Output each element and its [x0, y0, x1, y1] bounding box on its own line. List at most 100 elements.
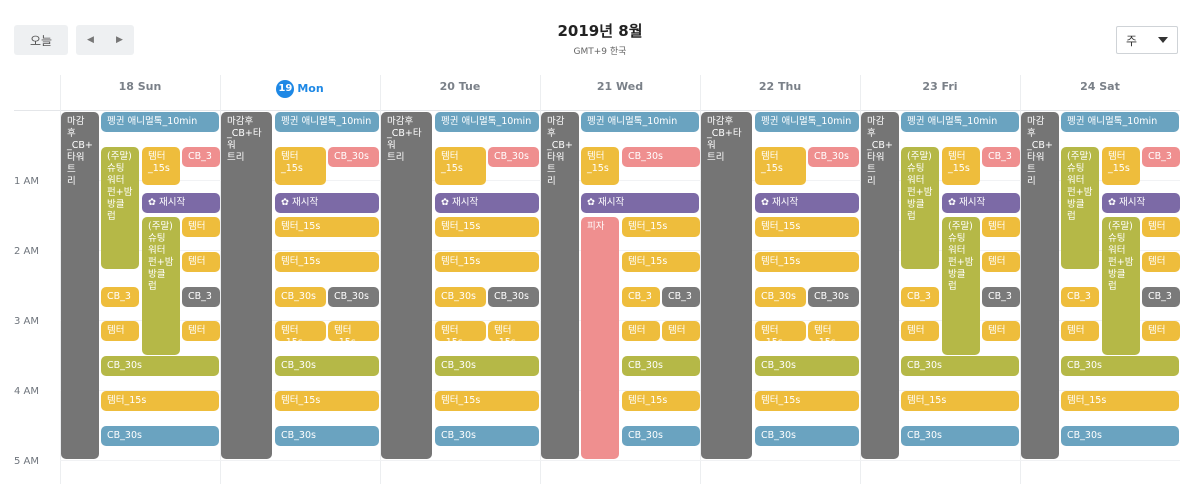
calendar-event[interactable]: 템터_15s: [275, 147, 326, 185]
calendar-event[interactable]: CB_30s: [622, 356, 700, 376]
calendar-event[interactable]: 펭귄 애니멀톡_10min: [435, 112, 539, 132]
calendar-event[interactable]: CB_30s: [901, 356, 1019, 376]
calendar-event[interactable]: 템터 _15s: [142, 147, 180, 185]
calendar-event[interactable]: CB_30s: [808, 287, 859, 307]
calendar-event[interactable]: 템터_15s: [101, 391, 219, 411]
calendar-event[interactable]: 템터 _15s: [581, 147, 619, 185]
calendar-event[interactable]: CB_30s: [622, 426, 700, 446]
calendar-event[interactable]: 템터 _15s: [1102, 147, 1140, 185]
calendar-event[interactable]: ✿ 재시작: [942, 193, 1020, 213]
calendar-event[interactable]: (주말) 슈팅 워터 펀+밤 방클 럽: [901, 147, 939, 269]
calendar-event[interactable]: 펭귄 애니멀톡_10min: [901, 112, 1019, 132]
calendar-event[interactable]: CB_3: [982, 287, 1020, 307]
calendar-event[interactable]: 템터_15s: [435, 217, 539, 237]
calendar-event[interactable]: 피자: [581, 217, 619, 459]
calendar-event[interactable]: 마감후 _CB+ 타워트 리: [1021, 112, 1059, 459]
calendar-event[interactable]: CB_30s: [328, 287, 379, 307]
calendar-event[interactable]: CB_3: [982, 147, 1020, 167]
calendar-event[interactable]: 템터_15s: [755, 147, 806, 185]
calendar-event[interactable]: 템터: [182, 217, 220, 237]
calendar-event[interactable]: CB_30s: [755, 356, 859, 376]
calendar-event[interactable]: 템터_15s: [755, 321, 806, 341]
calendar-event[interactable]: ✿ 재시작: [755, 193, 859, 213]
calendar-event[interactable]: 템터_15s: [755, 252, 859, 272]
view-select[interactable]: 주: [1116, 26, 1178, 54]
calendar-event[interactable]: 템터: [982, 252, 1020, 272]
calendar-event[interactable]: (주말) 슈팅 워터 펀+밤 방클 럽: [101, 147, 139, 269]
calendar-event[interactable]: 템터 _15s: [942, 147, 980, 185]
next-week-button[interactable]: ▶: [116, 35, 123, 45]
calendar-event[interactable]: (주말) 슈팅 워터 펀+밤 방클 럽: [1102, 217, 1140, 355]
calendar-event[interactable]: CB_3: [101, 287, 139, 307]
calendar-event[interactable]: 템터_15s: [808, 321, 859, 341]
calendar-event[interactable]: 템터: [662, 321, 700, 341]
calendar-event[interactable]: CB_30s: [328, 147, 379, 167]
calendar-event[interactable]: 템터_15s: [435, 252, 539, 272]
calendar-event[interactable]: 펭귄 애니멀톡_10min: [755, 112, 859, 132]
calendar-event[interactable]: 템터: [982, 217, 1020, 237]
calendar-event[interactable]: CB_30s: [435, 287, 486, 307]
calendar-event[interactable]: 템터_15s: [755, 391, 859, 411]
calendar-event[interactable]: CB_30s: [622, 147, 700, 167]
calendar-event[interactable]: 템터_15s: [488, 321, 539, 341]
calendar-event[interactable]: 템터: [1142, 321, 1180, 341]
calendar-event[interactable]: CB_30s: [755, 426, 859, 446]
calendar-event[interactable]: CB_3: [1142, 147, 1180, 167]
calendar-event[interactable]: 마감후 _CB+타워 트리: [701, 112, 752, 459]
calendar-event[interactable]: CB_3: [622, 287, 660, 307]
calendar-event[interactable]: 마감후 _CB+ 타워트 리: [541, 112, 579, 459]
calendar-event[interactable]: 템터: [901, 321, 939, 341]
calendar-event[interactable]: CB_30s: [1061, 426, 1179, 446]
today-button[interactable]: 오늘: [14, 25, 68, 55]
calendar-event[interactable]: 템터_15s: [275, 321, 326, 341]
calendar-event[interactable]: (주말) 슈팅 워터 펀+밤 방클 럽: [142, 217, 180, 355]
calendar-event[interactable]: 템터_15s: [901, 391, 1019, 411]
day-header-20-tue[interactable]: 20 Tue: [380, 80, 540, 93]
calendar-event[interactable]: 펭귄 애니멀톡_10min: [1061, 112, 1179, 132]
calendar-event[interactable]: CB_3: [662, 287, 700, 307]
calendar-event[interactable]: ✿ 재시작: [435, 193, 539, 213]
calendar-event[interactable]: CB_3: [901, 287, 939, 307]
calendar-event[interactable]: 펭귄 애니멀톡_10min: [275, 112, 379, 132]
calendar-event[interactable]: CB_30s: [488, 287, 539, 307]
calendar-event[interactable]: 템터_15s: [435, 391, 539, 411]
calendar-event[interactable]: 템터: [101, 321, 139, 341]
calendar-event[interactable]: CB_3: [182, 147, 220, 167]
calendar-event[interactable]: CB_30s: [275, 426, 379, 446]
calendar-event[interactable]: 마감후 _CB+ 타워트 리: [861, 112, 899, 459]
calendar-event[interactable]: 템터_15s: [328, 321, 379, 341]
day-header-24-sat[interactable]: 24 Sat: [1020, 80, 1180, 93]
calendar-event[interactable]: 템터_15s: [622, 391, 700, 411]
calendar-event[interactable]: 마감후 _CB+타워 트리: [381, 112, 432, 459]
calendar-event[interactable]: ✿ 재시작: [142, 193, 220, 213]
day-header-22-thu[interactable]: 22 Thu: [700, 80, 860, 93]
calendar-event[interactable]: CB_30s: [901, 426, 1019, 446]
calendar-event[interactable]: 템터: [622, 321, 660, 341]
calendar-event[interactable]: 템터_15s: [1061, 391, 1179, 411]
calendar-event[interactable]: ✿ 재시작: [275, 193, 379, 213]
calendar-event[interactable]: CB_30s: [755, 287, 806, 307]
calendar-event[interactable]: 템터_15s: [275, 252, 379, 272]
calendar-event[interactable]: (주말) 슈팅 워터 펀+밤 방클 럽: [1061, 147, 1099, 269]
day-header-18-sun[interactable]: 18 Sun: [60, 80, 220, 93]
calendar-event[interactable]: 템터: [982, 321, 1020, 341]
calendar-event[interactable]: ✿ 재시작: [1102, 193, 1180, 213]
calendar-event[interactable]: 템터: [1061, 321, 1099, 341]
calendar-event[interactable]: (주말) 슈팅 워터 펀+밤 방클 럽: [942, 217, 980, 355]
calendar-event[interactable]: 템터_15s: [622, 252, 700, 272]
calendar-event[interactable]: CB_30s: [435, 426, 539, 446]
calendar-event[interactable]: 템터_15s: [435, 147, 486, 185]
calendar-event[interactable]: 템터: [182, 252, 220, 272]
calendar-event[interactable]: 펭귄 애니멀톡_10min: [581, 112, 699, 132]
calendar-event[interactable]: 마감후 _CB+타워 트리: [221, 112, 272, 459]
calendar-event[interactable]: CB_3: [1061, 287, 1099, 307]
calendar-event[interactable]: CB_3: [1142, 287, 1180, 307]
calendar-event[interactable]: 템터_15s: [275, 391, 379, 411]
calendar-event[interactable]: CB_30s: [101, 356, 219, 376]
day-header-mon[interactable]: 19 Mon: [220, 80, 380, 98]
prev-week-button[interactable]: ◀: [87, 35, 94, 45]
calendar-event[interactable]: CB_30s: [275, 356, 379, 376]
calendar-event[interactable]: 템터_15s: [275, 217, 379, 237]
calendar-event[interactable]: 템터: [1142, 217, 1180, 237]
calendar-event[interactable]: CB_30s: [488, 147, 539, 167]
